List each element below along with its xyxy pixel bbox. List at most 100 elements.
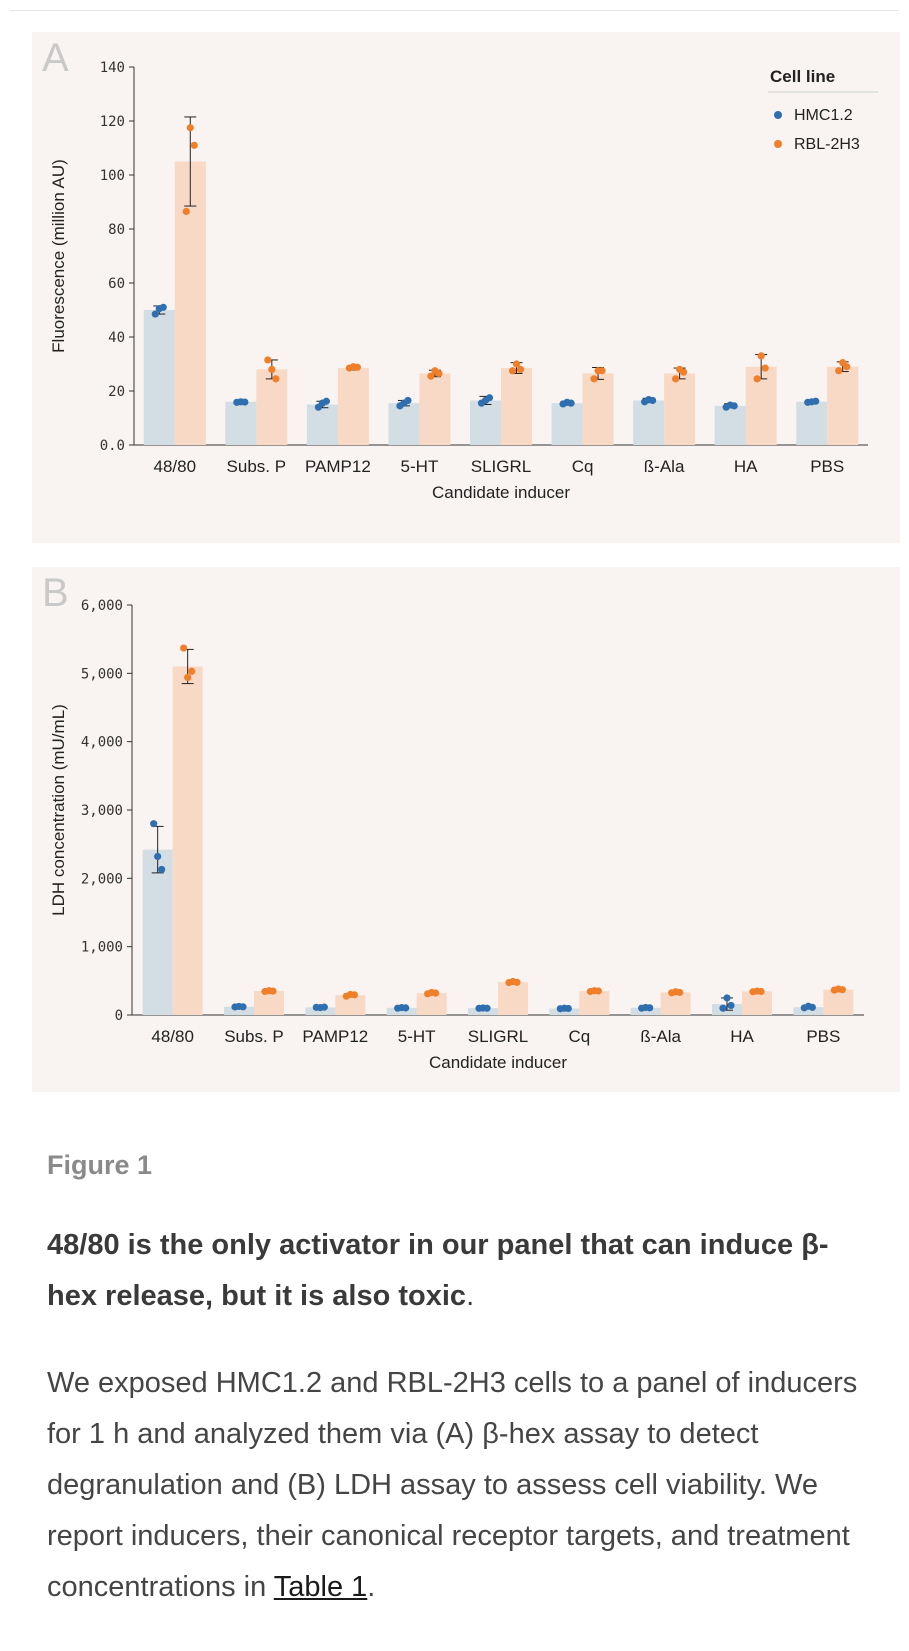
chart-b-bar-rbl-2h3-48-80: [172, 666, 203, 1015]
chart-a-y-tick-label: 80: [108, 222, 125, 238]
chart-a-point-rbl-2h3: [843, 363, 851, 371]
chart-b-point-hmc1-2: [646, 1004, 654, 1012]
chart-b-point-rbl-2h3: [594, 987, 602, 995]
chart-b-point-hmc1-2: [483, 1004, 491, 1012]
chart-b-x-tick-label: PAMP12: [302, 1027, 368, 1046]
chart-b-point-hmc1-2: [320, 1003, 328, 1011]
chart-b-bar-rbl-2h3-sligrl: [498, 982, 528, 1015]
chart-b-point-rbl-2h3: [432, 989, 440, 997]
chart-b-bar-rbl-2h3-5-ht: [416, 993, 447, 1015]
top-divider: [10, 10, 899, 11]
chart-b-y-axis-title: LDH concentration (mU/mL): [49, 704, 68, 916]
chart-a-y-tick-label: 100: [100, 168, 125, 184]
chart-a-point-rbl-2h3: [268, 365, 276, 373]
chart-b-x-tick-label: Subs. P: [224, 1027, 284, 1046]
chart-b-point-hmc1-2: [564, 1004, 572, 1013]
chart-a-bar-rbl-2h3-5-ht: [419, 373, 451, 445]
table-1-link[interactable]: Table 1: [273, 1571, 368, 1603]
chart-a-point-hmc1-2: [322, 397, 330, 405]
chart-b-point-hmc1-2: [402, 1004, 410, 1012]
chart-a-bar-hmc1-2-pamp12: [306, 404, 338, 445]
chart-a-point-rbl-2h3: [190, 141, 198, 149]
chart-a-legend-label-hmc1-2: HMC1.2: [794, 107, 853, 124]
figure-caption: We exposed HMC1.2 and RBL-2H3 cells to a…: [47, 1358, 887, 1613]
chart-b-x-tick-label: HA: [730, 1027, 754, 1046]
chart-b-x-tick-label: Cq: [568, 1027, 590, 1046]
chart-a-x-tick-label: ß-Ala: [644, 457, 685, 476]
chart-b-point-rbl-2h3: [513, 978, 521, 986]
chart-a-point-rbl-2h3: [353, 363, 361, 371]
chart-a-point-rbl-2h3: [264, 356, 272, 364]
chart-a-y-tick-label: 120: [100, 114, 125, 130]
chart-b-point-rbl-2h3: [350, 991, 358, 999]
chart-b-point-rbl-2h3: [838, 986, 846, 994]
chart-b-point-rbl-2h3: [269, 987, 277, 995]
chart-b-y-tick-label: 6,000: [81, 598, 123, 614]
chart-b-y-tick-label: 0: [115, 1008, 123, 1024]
chart-a-point-rbl-2h3: [182, 207, 190, 216]
chart-a-point-rbl-2h3: [757, 352, 765, 360]
chart-b-bar-rbl-2h3-subs-p: [254, 991, 284, 1015]
figure-title-end: .: [466, 1280, 475, 1312]
chart-a-x-tick-label: 5-HT: [401, 457, 439, 476]
chart-b-bar-hmc1-2-pbs: [793, 1007, 824, 1015]
chart-a-legend-title: Cell line: [770, 67, 835, 86]
chart-a-bar-rbl-2h3-sligrl: [501, 368, 532, 445]
chart-b-point-rbl-2h3: [180, 644, 188, 652]
chart-b-y-tick-label: 2,000: [81, 871, 123, 887]
chart-a-point-rbl-2h3: [508, 367, 517, 375]
chart-b-bar-hmc1-2-subs-p: [224, 1006, 254, 1015]
chart-b-y-tick-label: 4,000: [81, 735, 123, 751]
chart-b-x-tick-label: ß-Ala: [640, 1027, 681, 1046]
chart-a-point-rbl-2h3: [512, 360, 521, 368]
chart-b-bar-hmc1-2-pamp12: [305, 1007, 336, 1015]
chart-a-bar-hmc1-2-48-80: [143, 310, 175, 445]
chart-a-bar-rbl-2h3-pamp12: [337, 368, 369, 445]
chart-a-point-hmc1-2: [404, 396, 412, 405]
chart-b-bar-rbl-2h3-ala: [660, 992, 691, 1015]
chart-a-y-tick-label: 140: [100, 60, 125, 76]
chart-b-point-hmc1-2: [727, 1001, 735, 1010]
chart-a-y-tick-label: 60: [108, 276, 125, 292]
chart-b-point-rbl-2h3: [757, 987, 765, 996]
chart-a-bar-hmc1-2-subs-p: [225, 401, 257, 445]
chart-a-bar-rbl-2h3-ha: [745, 366, 777, 445]
chart-b-point-rbl-2h3: [676, 988, 684, 997]
chart-b-bar-rbl-2h3-cq: [579, 991, 610, 1015]
chart-a-point-rbl-2h3: [761, 364, 769, 372]
figure-title-text: 48/80 is the only activator in our panel…: [47, 1229, 829, 1312]
panel-a: A 0.0 20 40 60 80 100 120 140 Fluorescence (mill…: [32, 32, 900, 543]
chart-b-point-hmc1-2: [808, 1003, 816, 1011]
figure-label: Figure 1: [47, 1150, 153, 1180]
chart-a-x-tick-label: Subs. P: [227, 457, 287, 476]
chart-a-legend-swatch-hmc1-2: [774, 111, 782, 119]
chart-a-point-rbl-2h3: [186, 124, 194, 132]
chart-a-bar-rbl-2h3-pbs: [827, 366, 859, 445]
chart-a-bar-rbl-2h3-cq: [582, 373, 614, 445]
chart-a-point-hmc1-2: [649, 396, 657, 405]
chart-a-point-rbl-2h3: [427, 372, 435, 380]
chart-a-bar-hmc1-2-pbs: [796, 401, 828, 445]
chart-a-point-rbl-2h3: [835, 367, 843, 375]
panel-b-letter: B: [42, 571, 69, 615]
chart-b-x-tick-label: PBS: [806, 1027, 840, 1046]
chart-a-y-axis-title: Fluorescence (million AU): [49, 159, 68, 353]
chart-a-point-hmc1-2: [151, 310, 159, 318]
chart-a-legend-swatch-rbl-2h3: [774, 140, 782, 148]
chart-a-x-tick-label: Cq: [572, 457, 594, 476]
chart-a-point-rbl-2h3: [272, 375, 280, 383]
chart-b-bar-hmc1-2-48-80: [142, 849, 173, 1015]
chart-b-bar-rbl-2h3-pamp12: [335, 995, 366, 1015]
chart-a-x-tick-label: SLIGRL: [471, 457, 531, 476]
chart-a-point-hmc1-2: [730, 402, 738, 410]
chart-b-x-tick-label: 48/80: [151, 1027, 194, 1046]
panel-a-letter: A: [42, 36, 69, 80]
chart-a-bar-rbl-2h3-subs-p: [256, 369, 288, 445]
chart-b-point-hmc1-2: [150, 820, 158, 828]
chart-a-bar-hmc1-2-sligrl: [470, 400, 501, 445]
chart-a-y-tick-label: 40: [108, 330, 125, 346]
figure-caption-end: .: [367, 1571, 376, 1603]
chart-a-point-rbl-2h3: [590, 375, 598, 383]
figure-title: 48/80 is the only activator in our panel…: [47, 1220, 877, 1322]
chart-a-point-rbl-2h3: [598, 367, 606, 375]
